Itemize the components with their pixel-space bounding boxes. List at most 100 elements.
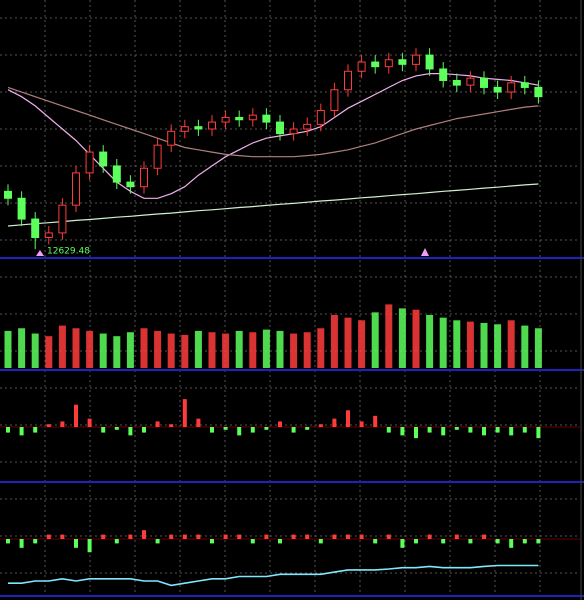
indicator-bar (495, 539, 500, 544)
indicator-bar (210, 539, 214, 544)
candle-body (180, 126, 189, 132)
indicator-bar (346, 410, 350, 427)
indicator-bar (346, 534, 350, 539)
candle-body (303, 123, 312, 130)
indicator-bar (128, 427, 133, 436)
indicator-bar (400, 427, 405, 436)
indicator-bar (332, 418, 337, 427)
candle-body (153, 144, 162, 169)
volume-bar (235, 330, 243, 368)
candle-body (140, 167, 148, 188)
indicator-bar (468, 427, 473, 433)
volume-bar (494, 324, 502, 368)
volume-bar (521, 325, 529, 368)
candle-body (99, 151, 108, 167)
indicator-bar (454, 427, 459, 430)
candle-body (520, 82, 529, 88)
indicator-bar (210, 427, 214, 433)
candle-body (330, 89, 339, 112)
indicator-bar (427, 534, 432, 539)
candle-body (439, 68, 448, 82)
volume-bar (453, 320, 461, 368)
candle-body (4, 190, 12, 199)
indicator-bar (509, 539, 514, 548)
candle-body (289, 128, 298, 135)
volume-bar (466, 321, 474, 368)
indicator-bar (101, 427, 106, 433)
volume-bar (86, 330, 94, 368)
indicator-bar (495, 427, 500, 433)
indicator-bar (114, 539, 119, 544)
indicator-bar (182, 399, 187, 427)
candle-body (194, 126, 203, 130)
volume-bar (385, 304, 393, 368)
indicator-bar (33, 427, 38, 433)
indicator-bar (237, 427, 242, 436)
candle-body (72, 172, 80, 206)
volume-bar (99, 333, 107, 368)
indicator-bar (332, 534, 337, 539)
indicator-bar (60, 421, 65, 427)
indicator-bar (318, 424, 323, 427)
indicator-bar (359, 421, 364, 427)
candle-body (58, 204, 67, 234)
moving-average (7, 86, 539, 158)
moving-average (7, 183, 539, 227)
indicator-bar (305, 427, 310, 430)
indicator-bar (128, 534, 133, 539)
candle-body (248, 114, 257, 121)
indicator-bar (6, 539, 10, 544)
candle-body (17, 197, 26, 220)
indicator-bar (6, 427, 10, 433)
volume-bar (426, 315, 434, 368)
volume-bar (398, 308, 406, 368)
volume-bar (194, 330, 202, 368)
volume-bar (276, 330, 284, 368)
indicator-bar (522, 427, 527, 433)
indicator-bar (142, 530, 146, 539)
indicator-bar (373, 415, 378, 427)
indicator-bar (223, 534, 228, 539)
volume-bar (290, 333, 298, 368)
candle-body (507, 82, 516, 93)
candle-body (276, 121, 284, 135)
candle-body (167, 130, 176, 146)
indicator-bar (223, 427, 228, 430)
indicator-bar (101, 534, 106, 539)
indicator-bar (33, 539, 38, 544)
indicator-bar (74, 404, 78, 427)
volume-bar (303, 332, 311, 368)
indicator-bar (400, 539, 405, 548)
volume-bar (330, 315, 338, 368)
volume-bar (4, 330, 12, 368)
candle-body (85, 151, 94, 174)
indicator-line (8, 564, 539, 587)
volume-bar (167, 333, 175, 368)
indicator-bar (359, 534, 364, 539)
candle-body (344, 70, 352, 91)
volume-bar (18, 328, 26, 368)
indicator-bar (196, 418, 201, 427)
indicator-bar (60, 534, 65, 539)
candle-body (480, 77, 488, 88)
indicator-bar (536, 427, 541, 439)
indicator-bar (522, 539, 527, 544)
indicator-bar (454, 534, 459, 539)
volume-bar (31, 333, 39, 368)
volume-bar (140, 328, 148, 368)
indicator-bar (114, 427, 119, 430)
indicator-bar (386, 427, 391, 433)
indicator-bar (196, 534, 201, 539)
indicator-bar (373, 539, 378, 544)
indicator-bar (536, 539, 541, 544)
low-marker (36, 250, 44, 256)
marker (421, 248, 429, 256)
indicator-bar (278, 539, 282, 544)
candle-body (316, 110, 325, 125)
indicator-bar (468, 539, 473, 544)
candle-body (452, 80, 461, 86)
candle-body (534, 86, 543, 98)
indicator-bar (386, 534, 391, 539)
indicator-bar (264, 534, 269, 539)
